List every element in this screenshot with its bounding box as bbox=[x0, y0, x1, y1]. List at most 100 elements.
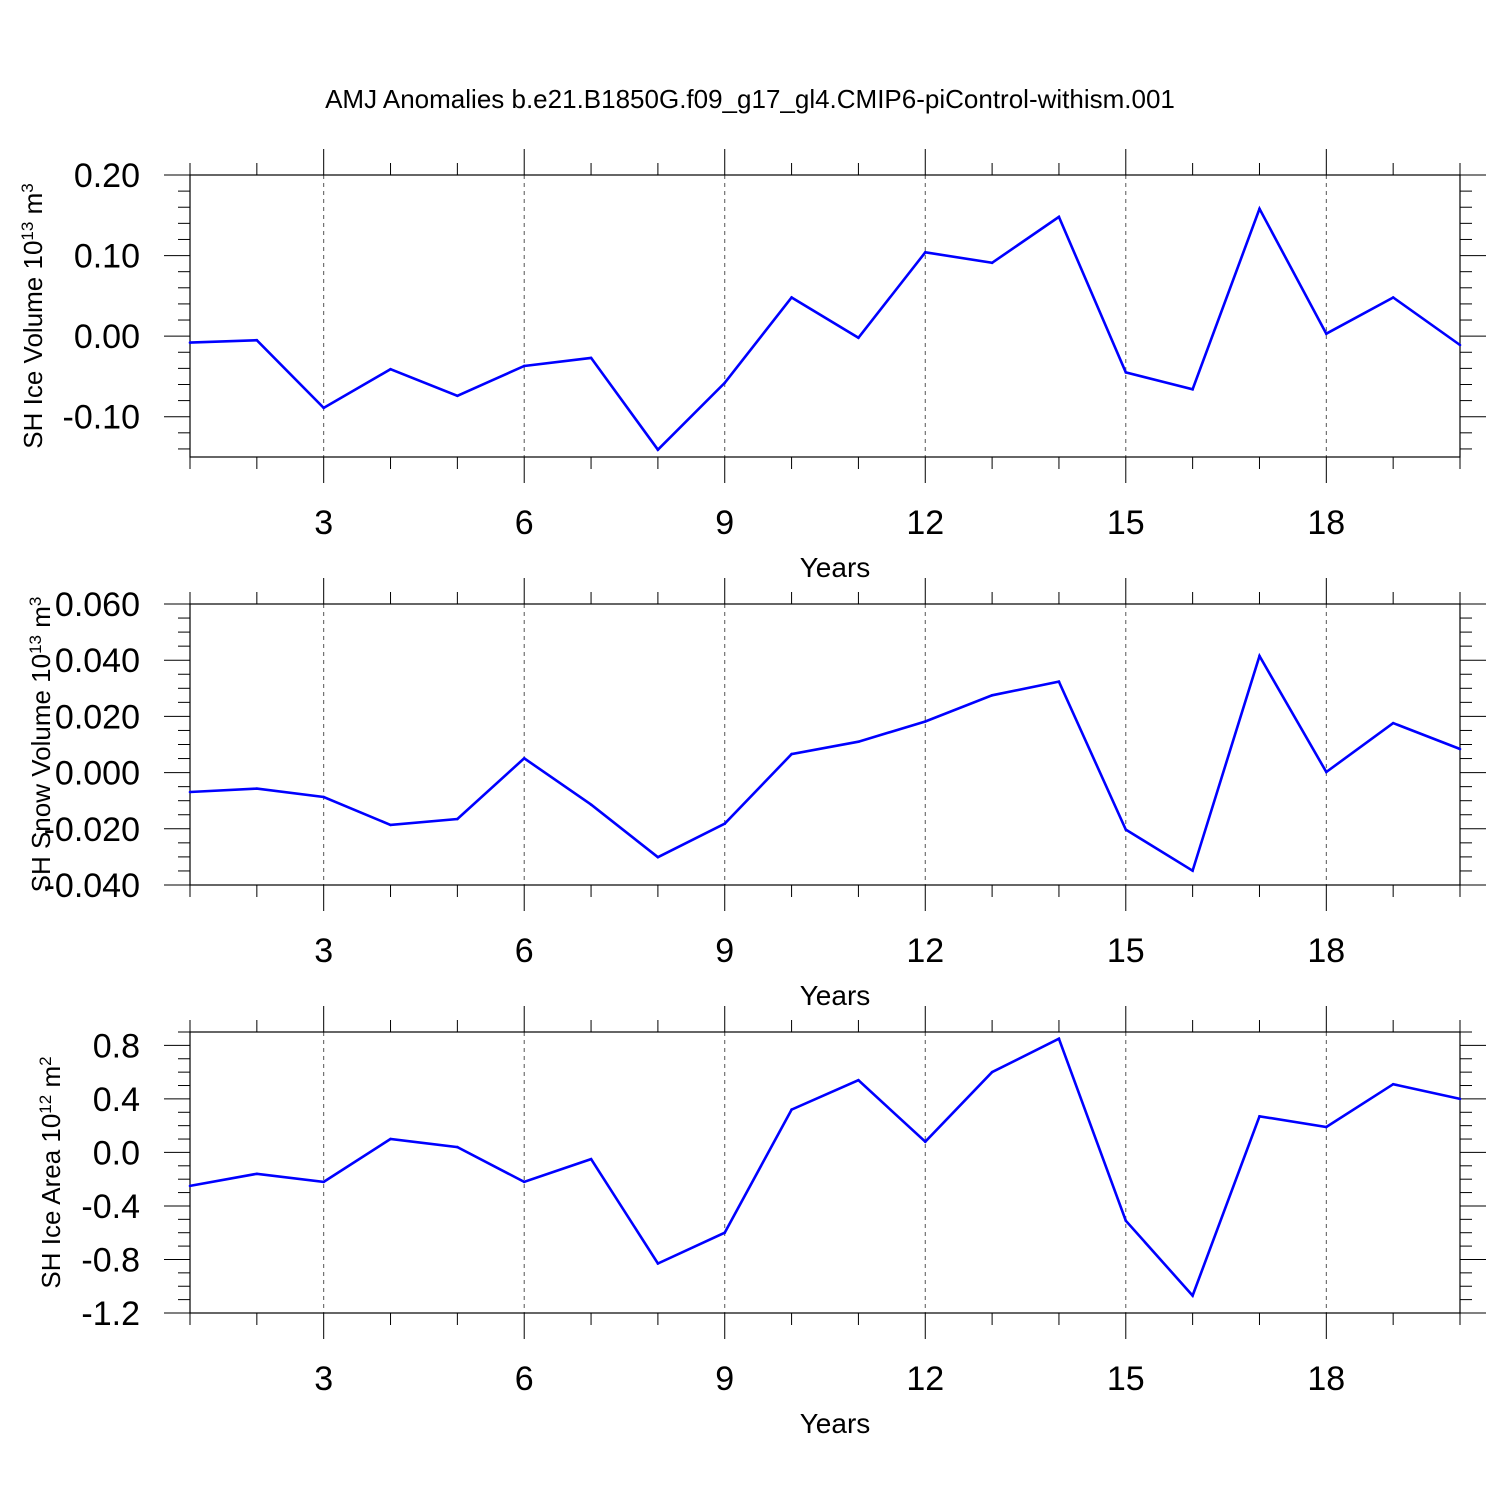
y-axis-label-text: m bbox=[36, 1066, 66, 1095]
data-point bbox=[923, 720, 927, 723]
data-point bbox=[522, 756, 526, 760]
data-point bbox=[1458, 747, 1462, 751]
y-tick-label: 0.8 bbox=[93, 1027, 140, 1065]
data-point bbox=[1391, 296, 1395, 299]
y-axis-label: SH Ice Area 1012 m2 bbox=[36, 1056, 67, 1288]
data-point bbox=[255, 787, 259, 790]
data-series-line bbox=[189, 652, 1461, 873]
y-tick-label: -0.040 bbox=[44, 867, 140, 905]
data-point bbox=[589, 356, 593, 360]
data-point bbox=[857, 740, 860, 743]
x-tick-label: 12 bbox=[906, 1360, 944, 1398]
x-tick-label: 9 bbox=[715, 932, 734, 970]
data-point bbox=[522, 364, 526, 368]
x-axis-label: Years bbox=[800, 980, 871, 1011]
data-point bbox=[1258, 1115, 1261, 1118]
x-axis-label: Years bbox=[800, 552, 871, 583]
data-point bbox=[857, 336, 860, 340]
y-axis-label: SH Snow Volume 1013 m3 bbox=[26, 597, 57, 893]
data-point bbox=[322, 795, 325, 799]
data-point bbox=[389, 823, 392, 827]
data-point bbox=[456, 1145, 459, 1149]
data-point bbox=[255, 338, 259, 342]
x-tick-label: 15 bbox=[1107, 932, 1145, 970]
data-point bbox=[1057, 680, 1061, 683]
data-point bbox=[188, 341, 192, 344]
y-axis-label-exponent: 3 bbox=[18, 183, 37, 192]
x-tick-label: 6 bbox=[515, 932, 534, 970]
data-point bbox=[1191, 869, 1194, 872]
y-axis-label-exponent: 2 bbox=[36, 1056, 55, 1065]
data-point bbox=[389, 1137, 392, 1141]
plot-frame bbox=[189, 174, 1461, 458]
y-axis-label: SH Ice Volume 1013 m3 bbox=[18, 183, 49, 448]
data-series-line bbox=[189, 205, 1461, 452]
data-point bbox=[255, 1172, 259, 1176]
y-axis-label-text: m bbox=[18, 193, 48, 222]
data-point bbox=[1325, 332, 1328, 336]
data-point bbox=[322, 1180, 325, 1184]
data-series-line bbox=[189, 1036, 1461, 1299]
y-tick-label: 0.060 bbox=[55, 586, 140, 624]
y-axis-label-exponent: 3 bbox=[26, 597, 45, 606]
y-axis-label-exponent: 13 bbox=[26, 635, 45, 654]
x-axis-label: Years bbox=[800, 1408, 871, 1439]
data-point bbox=[790, 1108, 793, 1111]
y-axis-label-text: SH Ice Volume 10 bbox=[18, 241, 48, 449]
y-tick-label: 0.4 bbox=[93, 1081, 140, 1119]
data-point bbox=[857, 1078, 860, 1082]
data-point bbox=[1325, 1125, 1328, 1129]
x-tick-label: 12 bbox=[906, 504, 944, 542]
data-point bbox=[1191, 1294, 1194, 1297]
data-point bbox=[656, 1262, 660, 1265]
data-point bbox=[990, 1070, 994, 1074]
data-point bbox=[188, 790, 192, 794]
data-point bbox=[790, 752, 793, 756]
y-tick-label: 0.020 bbox=[55, 698, 140, 736]
data-point bbox=[1458, 1097, 1462, 1101]
data-point bbox=[1057, 1037, 1061, 1040]
y-tick-label: -0.10 bbox=[63, 399, 141, 437]
x-tick-label: 6 bbox=[515, 504, 534, 542]
y-tick-label: 0.040 bbox=[55, 642, 140, 680]
data-point bbox=[1458, 343, 1462, 347]
y-tick-label: -0.4 bbox=[81, 1188, 140, 1226]
x-tick-label: 15 bbox=[1107, 1360, 1145, 1398]
data-point bbox=[322, 406, 325, 410]
x-tick-label: 3 bbox=[314, 504, 333, 542]
data-point bbox=[1258, 654, 1261, 658]
y-axis-label-exponent: 12 bbox=[36, 1095, 55, 1114]
data-point bbox=[1124, 1219, 1128, 1222]
data-point bbox=[723, 381, 727, 385]
data-point bbox=[723, 1231, 727, 1235]
plot-frame bbox=[189, 1031, 1461, 1314]
y-tick-label: -0.8 bbox=[81, 1241, 140, 1279]
data-point bbox=[1057, 215, 1061, 219]
chart-title: AMJ Anomalies b.e21.B1850G.f09_g17_gl4.C… bbox=[325, 84, 1175, 114]
y-tick-label: 0.00 bbox=[74, 318, 140, 356]
x-tick-label: 9 bbox=[715, 1360, 734, 1398]
y-tick-label: 0.10 bbox=[74, 238, 140, 276]
data-point bbox=[656, 448, 660, 452]
data-point bbox=[1124, 828, 1128, 831]
data-point bbox=[1391, 721, 1395, 725]
y-axis-label-exponent: 13 bbox=[18, 222, 37, 241]
chart-panel-2: 3 6 9 12 15 18 -0.040 -0.020 0.000 0.020 0.040 0.06… bbox=[26, 578, 1486, 1011]
y-axis-label-text: SH Snow Volume 10 bbox=[26, 654, 56, 892]
plot-frame bbox=[189, 603, 1461, 886]
data-point bbox=[522, 1180, 526, 1184]
y-tick-label: -0.020 bbox=[44, 811, 140, 849]
x-tick-label: 3 bbox=[314, 932, 333, 970]
data-point bbox=[790, 296, 793, 299]
data-point bbox=[1258, 207, 1261, 211]
data-point bbox=[456, 817, 459, 821]
data-point bbox=[1325, 770, 1328, 774]
data-point bbox=[589, 1157, 593, 1161]
chart-panel-1: 3 6 9 12 15 18 -0.10 0.00 0.10 0.20 Years SH Ice Vo… bbox=[18, 149, 1486, 583]
chart-panel-3: 3 6 9 12 15 18 -1.2 -0.8 -0.4 0.0 0.4 0.8 Years SH Ic… bbox=[36, 1006, 1486, 1439]
x-tick-label: 3 bbox=[314, 1360, 333, 1398]
x-tick-label: 18 bbox=[1307, 504, 1345, 542]
data-point bbox=[456, 394, 459, 398]
y-tick-label: 0.000 bbox=[55, 755, 140, 793]
y-tick-label: -1.2 bbox=[81, 1295, 140, 1333]
